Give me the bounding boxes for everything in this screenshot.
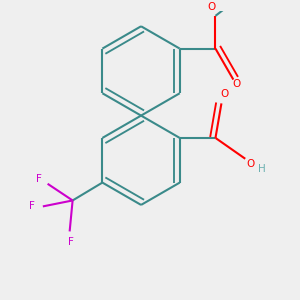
Text: O: O (232, 79, 240, 89)
Text: O: O (246, 158, 254, 169)
Text: F: F (68, 237, 74, 247)
Text: O: O (208, 2, 216, 12)
Text: O: O (220, 89, 229, 100)
Text: F: F (36, 174, 42, 184)
Text: H: H (258, 164, 266, 175)
Text: F: F (29, 201, 35, 212)
